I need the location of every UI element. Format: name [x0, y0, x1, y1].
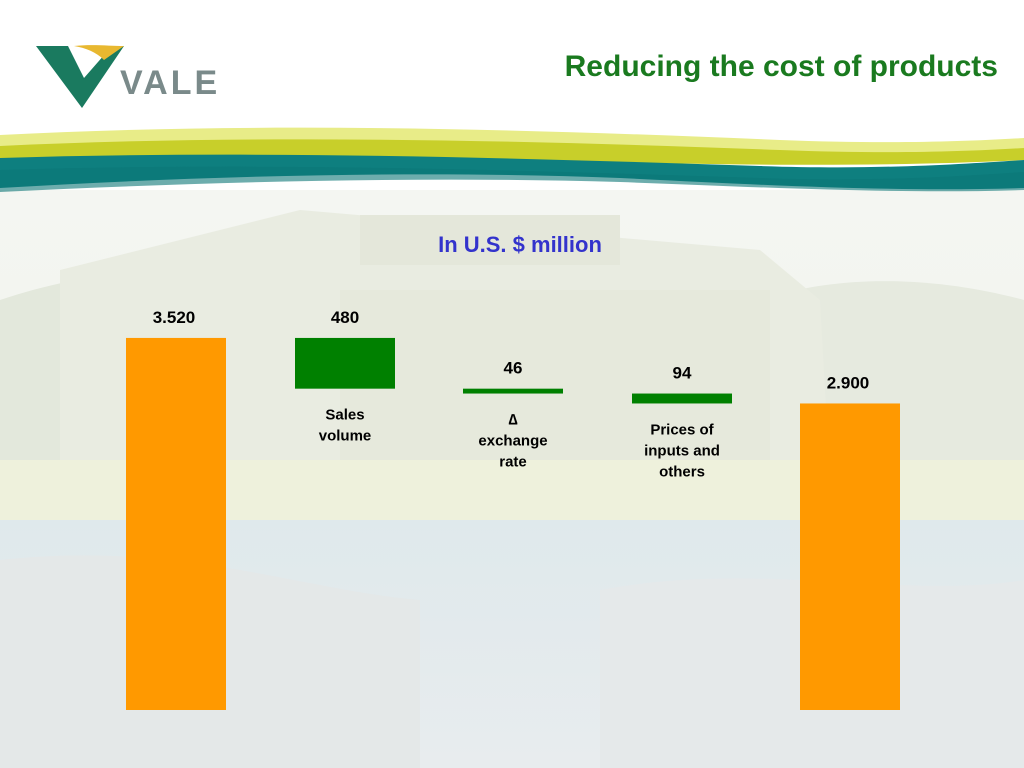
- bar-4: [800, 403, 900, 710]
- category-label-1: Sales volume: [319, 407, 372, 445]
- value-label-4: 2.900: [827, 373, 870, 392]
- slide-title: Reducing the cost of products: [564, 50, 998, 83]
- category-label-line: Prices of: [650, 421, 714, 438]
- bar-3: [632, 393, 732, 404]
- bar-1: [295, 337, 395, 389]
- logo-mark-green: [36, 46, 124, 108]
- category-label-line: inputs and: [644, 442, 720, 459]
- category-label-line: ∆: [508, 412, 517, 429]
- chart-subtitle: In U.S. $ million: [438, 232, 602, 257]
- value-label-0: 3.520: [153, 308, 196, 327]
- bar-0: [126, 337, 226, 710]
- value-label-1: 480: [331, 308, 359, 327]
- category-label-3: Prices of inputs and others: [644, 421, 720, 480]
- logo-text: VALE: [120, 64, 221, 102]
- bar-2: [463, 388, 563, 394]
- value-label-3: 94: [673, 364, 692, 383]
- vale-logo: [36, 45, 124, 108]
- category-label-line: exchange: [478, 433, 547, 450]
- category-label-line: volume: [319, 428, 372, 445]
- category-label-line: others: [659, 463, 705, 480]
- logo-mark-yellow: [74, 45, 124, 60]
- category-label-line: Sales: [325, 407, 364, 424]
- category-label-2: ∆ exchange rate: [478, 412, 547, 471]
- value-label-2: 46: [504, 359, 523, 378]
- category-label-line: rate: [499, 454, 527, 471]
